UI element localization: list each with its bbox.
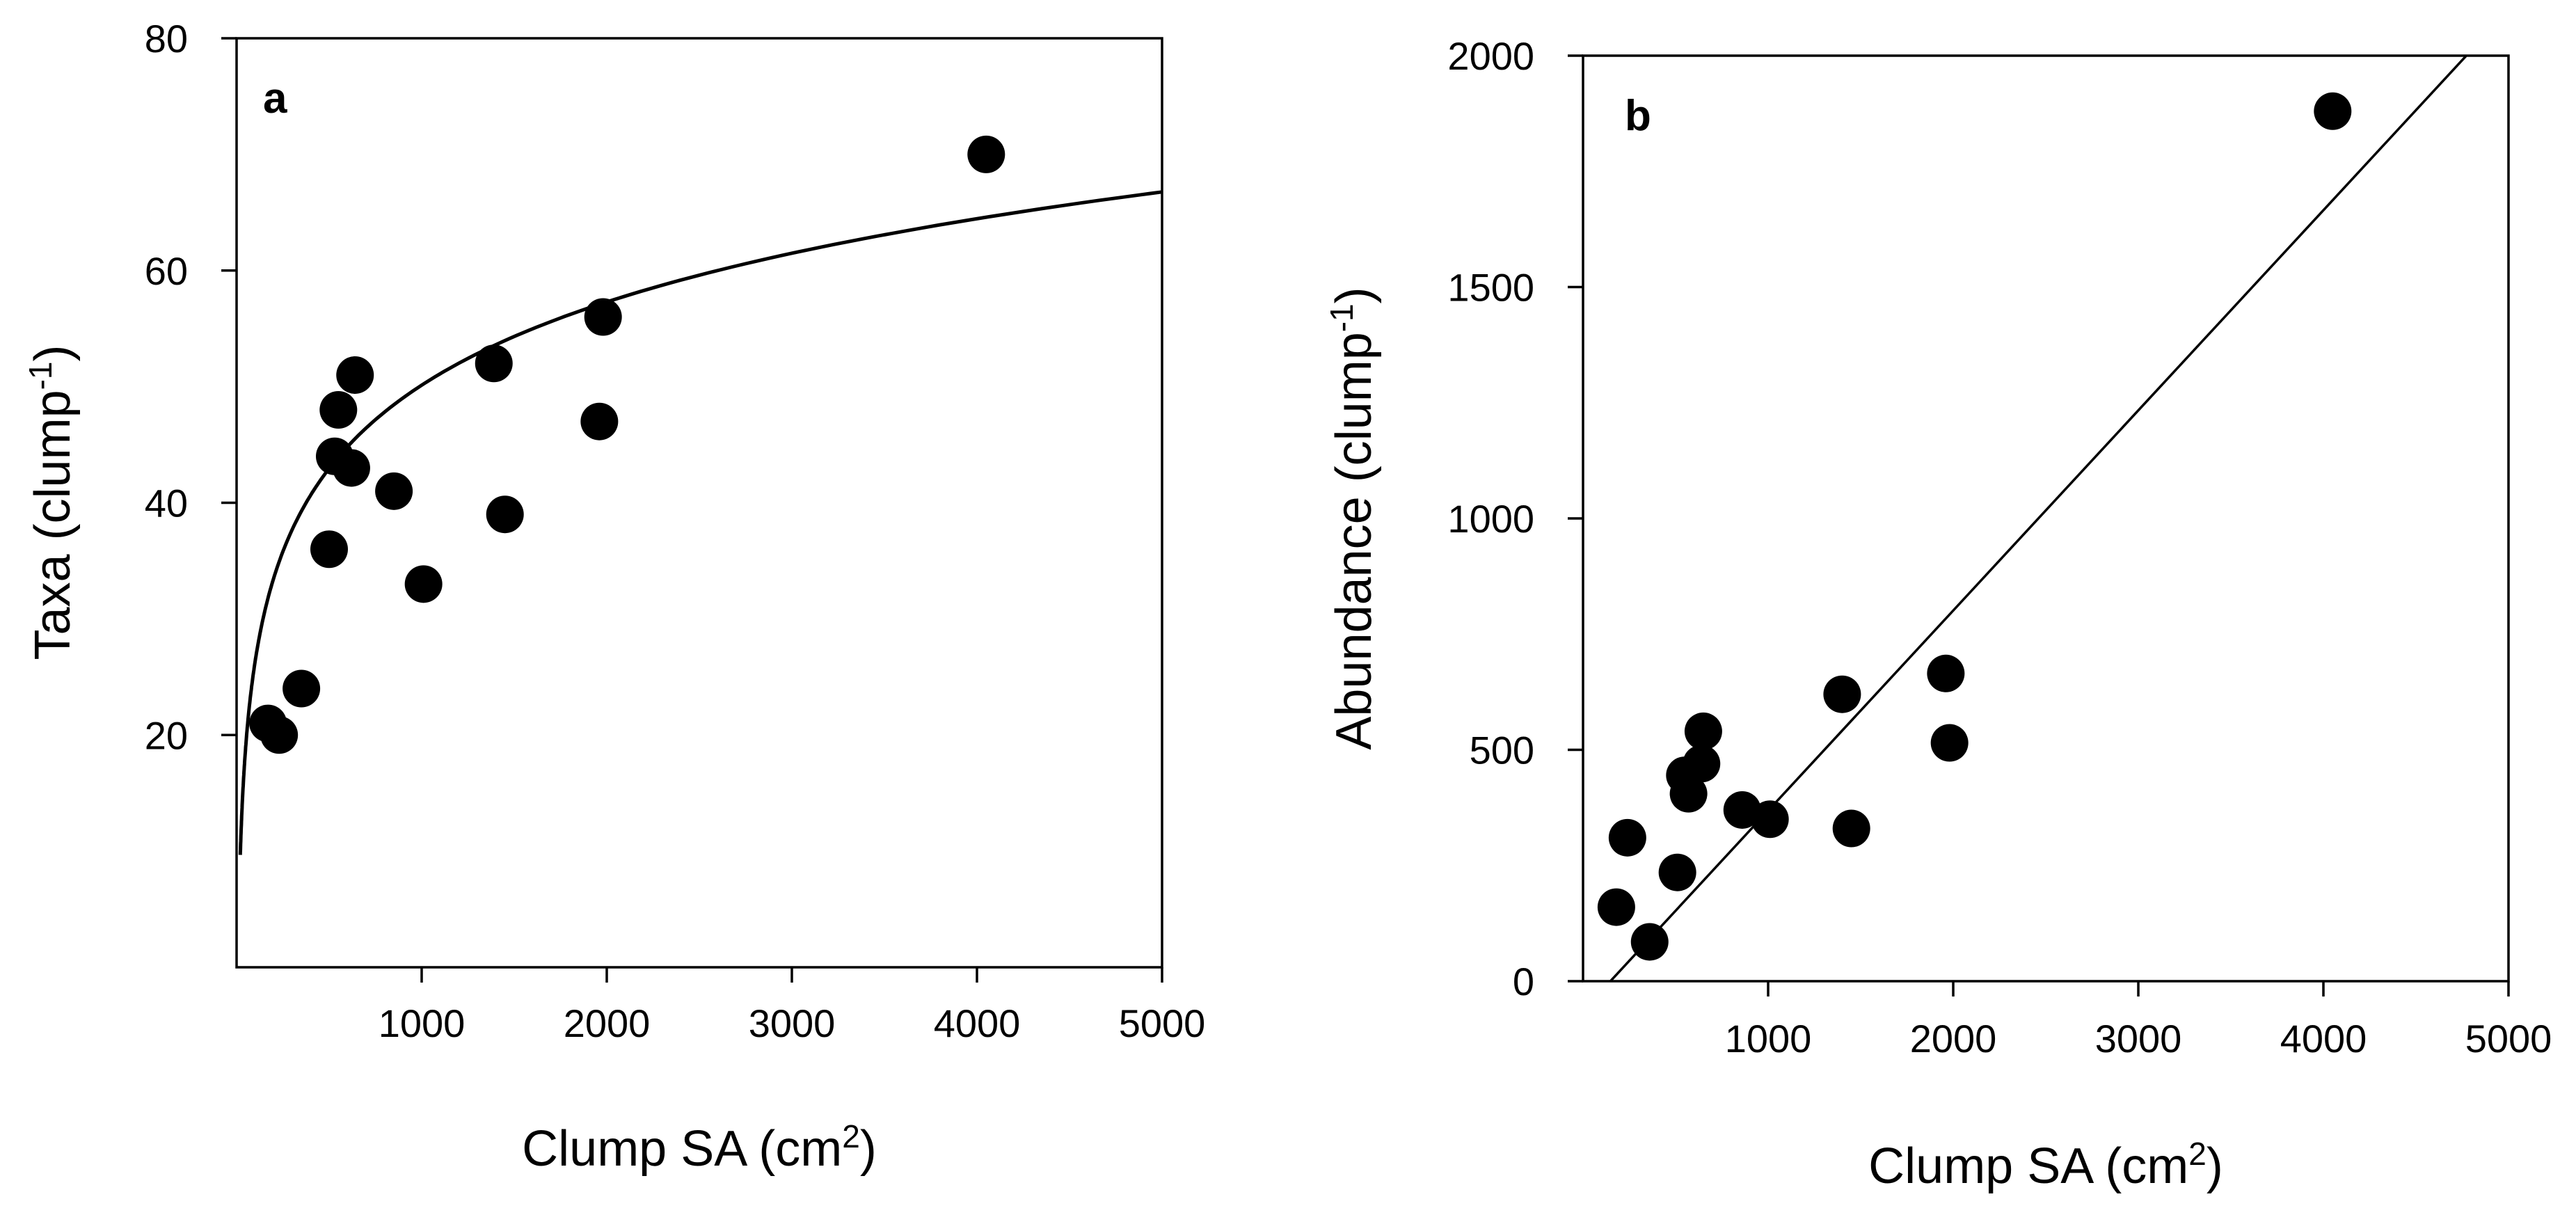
x-tick-label: 3000: [2095, 1017, 2182, 1061]
x-tick-label: 2000: [564, 1001, 651, 1045]
y-tick-label: 80: [145, 17, 188, 61]
data-point: [404, 565, 443, 603]
x-tick-label: 2000: [1910, 1017, 1997, 1061]
y-tick-label: 1500: [1447, 266, 1534, 310]
data-point: [584, 298, 622, 336]
data-point: [1930, 724, 1969, 762]
y-tick-label: 60: [145, 249, 188, 293]
data-point: [1683, 745, 1721, 783]
x-axis-title: Clump SA (cm2): [522, 1118, 877, 1177]
data-point: [332, 449, 370, 487]
data-point: [1658, 853, 1696, 891]
data-point: [1630, 923, 1669, 961]
x-axis-title: Clump SA (cm2): [1868, 1136, 2223, 1194]
y-axis-title: Abundance (clump-1): [1323, 287, 1382, 749]
data-point: [310, 530, 348, 569]
data-point: [1823, 675, 1861, 713]
data-point: [580, 402, 619, 440]
y-tick-label: 40: [145, 482, 188, 525]
x-tick-label: 1000: [1725, 1017, 1812, 1061]
x-tick-label: 5000: [1119, 1001, 1206, 1045]
data-point: [1608, 818, 1646, 857]
y-tick-label: 1000: [1447, 497, 1534, 541]
x-tick-label: 4000: [934, 1001, 1021, 1045]
data-point: [1684, 712, 1722, 750]
data-point: [283, 669, 321, 708]
panel-a: 1000 2000 3000 4000 5000 20 40 60 80 Clump SA (cm…: [22, 17, 1205, 1177]
data-point: [1669, 775, 1708, 813]
panel-label: a: [263, 74, 287, 122]
y-axis-title: Taxa (clump-1): [22, 344, 81, 660]
data-point: [1927, 654, 1965, 692]
regression-line: [1609, 54, 2467, 983]
x-tick-label: 1000: [379, 1001, 466, 1045]
data-point: [319, 391, 358, 429]
fit-curve: [238, 190, 1163, 855]
x-tick-label: 3000: [749, 1001, 836, 1045]
data-point: [486, 495, 524, 534]
data-point: [1832, 809, 1870, 848]
y-tick-label: 0: [1513, 960, 1534, 1003]
data-point: [336, 356, 374, 394]
y-tick-label: 500: [1470, 729, 1534, 772]
plot-frame: [1582, 54, 2510, 983]
x-tick-label: 5000: [2465, 1017, 2552, 1061]
panel-label: b: [1625, 92, 1651, 140]
panel-b: 1000 2000 3000 4000 5000 0 500 1000 1500 2000 Clum…: [1323, 34, 2552, 1194]
data-point: [1751, 800, 1789, 839]
x-tick-label: 4000: [2280, 1017, 2367, 1061]
y-tick-label: 20: [145, 713, 188, 757]
data-point: [2314, 92, 2352, 130]
data-point: [260, 716, 299, 754]
plot-frame: [235, 37, 1163, 969]
y-tick-label: 2000: [1447, 34, 1534, 78]
data-point: [475, 344, 513, 383]
data-point: [375, 472, 413, 510]
data-point: [967, 135, 1005, 173]
data-point: [1597, 888, 1635, 926]
